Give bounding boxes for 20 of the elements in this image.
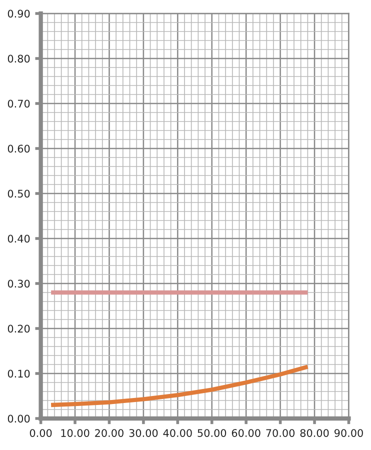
- y-tick-label: 0.30: [8, 280, 30, 288]
- x-tick-label: 80.00: [300, 429, 329, 437]
- x-tick-label: 60.00: [232, 429, 260, 437]
- y-tick-label: 0.40: [8, 234, 30, 243]
- x-tick-label: 50.00: [198, 429, 226, 437]
- x-tick-label: 0.00: [30, 429, 52, 437]
- y-tick-label: 0.70: [8, 100, 30, 108]
- x-tick-label: 40.00: [163, 429, 192, 437]
- y-tick-label: 0.50: [8, 190, 30, 198]
- x-tick-label: 90.00: [334, 429, 363, 437]
- y-tick-label: 0.90: [8, 10, 30, 18]
- x-tick-label: 20.00: [95, 429, 124, 437]
- y-tick-label: 0.60: [8, 144, 30, 153]
- y-tick-label: 0.10: [8, 370, 30, 378]
- y-tick-label: 0.80: [8, 54, 30, 63]
- y-tick-label: 0.00: [8, 414, 30, 423]
- x-tick-label: 70.00: [266, 429, 295, 437]
- x-tick-label: 10.00: [61, 429, 90, 437]
- x-tick-label: 30.00: [129, 429, 158, 437]
- y-tick-label: 0.20: [8, 324, 30, 333]
